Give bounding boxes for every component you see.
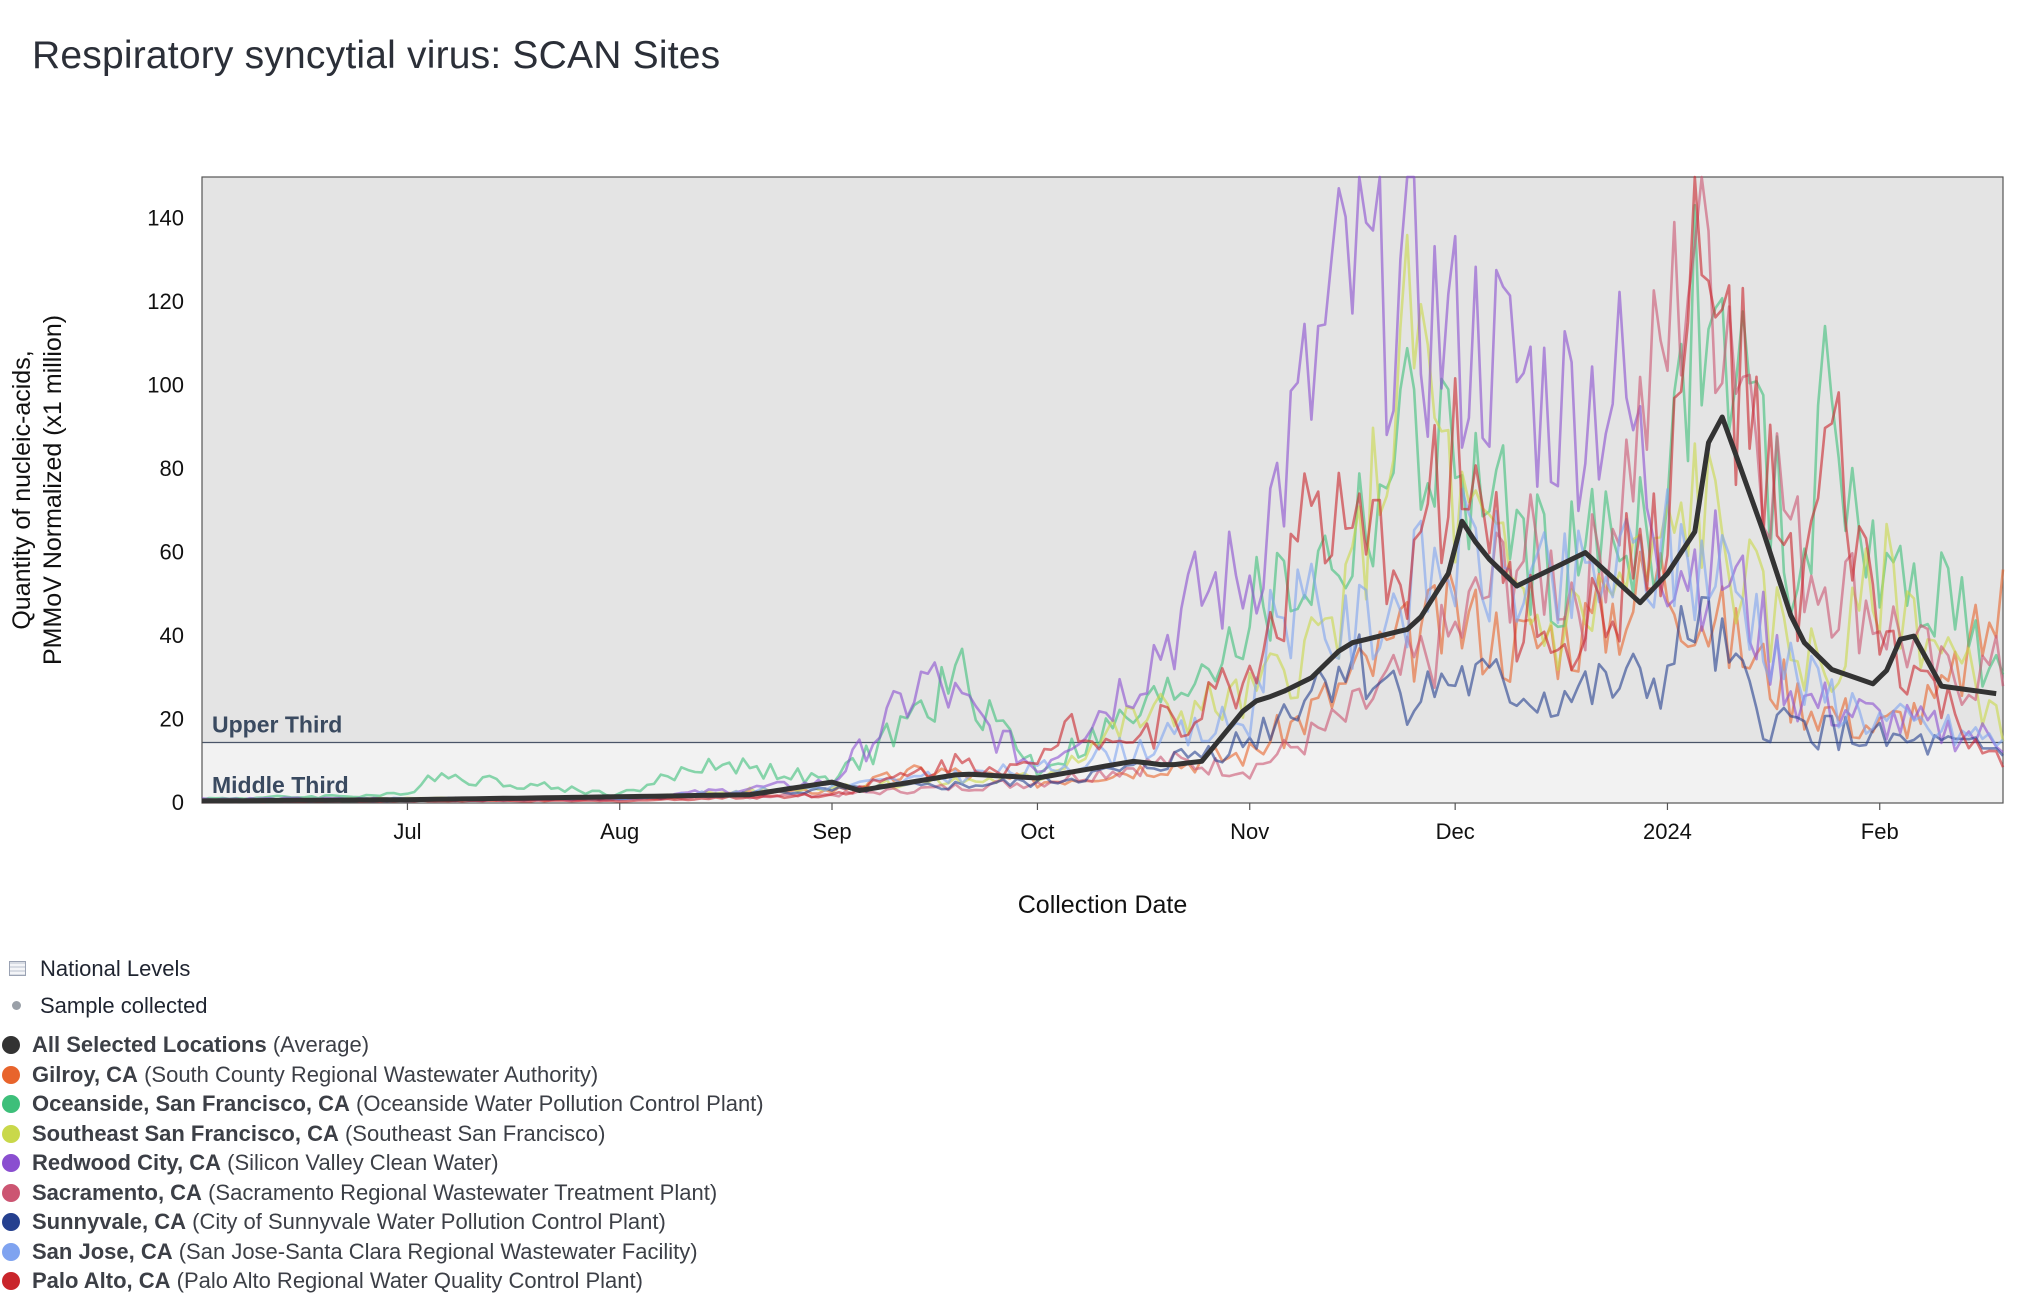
band-label-middle: Middle Third xyxy=(212,772,349,798)
y-tick-label: 0 xyxy=(172,790,184,815)
band-swatch-icon xyxy=(9,961,26,976)
legend-label: Sacramento, CA (Sacramento Regional Wast… xyxy=(32,1178,717,1208)
y-tick-label: 120 xyxy=(147,289,184,314)
legend-item-sample-collected[interactable]: Sample collected xyxy=(0,987,1100,1024)
x-axis-label: Collection Date xyxy=(1018,891,1188,919)
legend-label: Oceanside, San Francisco, CA (Oceanside … xyxy=(32,1089,764,1119)
band-label-upper: Upper Third xyxy=(212,711,342,737)
series-dot-icon xyxy=(2,1183,20,1202)
legend-series-desc: (Oceanside Water Pollution Control Plant… xyxy=(356,1091,764,1116)
legend-series-name: Palo Alto, CA xyxy=(32,1268,171,1293)
y-tick-label: 100 xyxy=(147,373,184,398)
legend-series-name: Sunnyvale, CA xyxy=(32,1209,187,1234)
legend-label: Sample collected xyxy=(40,993,208,1018)
x-tick-label: Nov xyxy=(1230,819,1269,844)
y-tick-label: 140 xyxy=(147,206,184,231)
dot-icon xyxy=(12,1001,21,1010)
legend-label: Southeast San Francisco, CA (Southeast S… xyxy=(32,1119,605,1149)
series-dot-icon xyxy=(2,1124,20,1143)
y-tick-label: 20 xyxy=(160,707,184,732)
legend-item-series[interactable]: Redwood City, CA (Silicon Valley Clean W… xyxy=(0,1148,1100,1178)
legend-label: San Jose, CA (San Jose-Santa Clara Regio… xyxy=(32,1237,698,1267)
x-tick-label: Sep xyxy=(812,819,851,844)
legend-series-desc: (Average) xyxy=(272,1032,370,1057)
y-tick-label: 80 xyxy=(160,456,184,481)
legend-series-desc: (Silicon Valley Clean Water) xyxy=(227,1150,499,1175)
legend-label: Redwood City, CA (Silicon Valley Clean W… xyxy=(32,1148,499,1178)
legend-label: National Levels xyxy=(40,956,191,981)
legend-series-desc: (South County Regional Wastewater Author… xyxy=(144,1061,599,1087)
legend-item-series[interactable]: Palo Alto, CA (Palo Alto Regional Water … xyxy=(0,1266,1100,1296)
legend: National Levels Sample collected All Sel… xyxy=(0,950,1100,1296)
x-tick-label: Dec xyxy=(1436,819,1475,844)
legend-item-series[interactable]: Sunnyvale, CA (City of Sunnyvale Water P… xyxy=(0,1207,1100,1237)
legend-series-name: Sacramento, CA xyxy=(32,1179,202,1205)
series-dot-icon xyxy=(2,1095,20,1113)
series-dot-icon xyxy=(2,1036,20,1054)
legend-series-desc: (Palo Alto Regional Water Quality Contro… xyxy=(176,1268,643,1293)
legend-label: All Selected Locations (Average) xyxy=(32,1030,369,1060)
series-dot-icon xyxy=(2,1213,20,1231)
legend-series-name: Southeast San Francisco, CA xyxy=(32,1120,339,1146)
x-tick-label: Oct xyxy=(1020,819,1054,844)
legend-series-desc: (City of Sunnyvale Water Pollution Contr… xyxy=(192,1209,666,1234)
legend-series-name: San Jose, CA xyxy=(32,1238,173,1264)
legend-series-desc: (Southeast San Francisco) xyxy=(344,1120,606,1146)
page-title: Respiratory syncytial virus: SCAN Sites xyxy=(32,34,721,77)
y-tick-label: 40 xyxy=(160,623,184,648)
legend-series-desc: (Sacramento Regional Wastewater Treatmen… xyxy=(208,1179,718,1205)
legend-item-series[interactable]: Gilroy, CA (South County Regional Wastew… xyxy=(0,1060,1100,1090)
plot-frame xyxy=(201,176,2004,804)
legend-series-name: Gilroy, CA xyxy=(32,1061,138,1087)
x-tick-label: Feb xyxy=(1861,819,1899,844)
series-line xyxy=(201,414,1997,804)
legend-item-series[interactable]: Oceanside, San Francisco, CA (Oceanside … xyxy=(0,1089,1100,1119)
legend-label: Palo Alto, CA (Palo Alto Regional Water … xyxy=(32,1266,643,1296)
series-dot-icon xyxy=(2,1065,20,1084)
legend-item-series[interactable]: Sacramento, CA (Sacramento Regional Wast… xyxy=(0,1178,1100,1208)
legend-series-name: Redwood City, CA xyxy=(32,1150,222,1175)
legend-item-series[interactable]: All Selected Locations (Average) xyxy=(0,1030,1100,1060)
series-dot-icon xyxy=(2,1242,20,1261)
legend-item-series[interactable]: San Jose, CA (San Jose-Santa Clara Regio… xyxy=(0,1237,1100,1267)
legend-label: Gilroy, CA (South County Regional Wastew… xyxy=(32,1060,598,1090)
band-0 xyxy=(202,177,2003,743)
series-legend: All Selected Locations (Average) Gilroy, … xyxy=(0,1030,1100,1296)
legend-item-national-levels[interactable]: National Levels xyxy=(0,950,1100,987)
x-tick-label: Jul xyxy=(393,819,421,844)
y-tick-label: 60 xyxy=(160,540,184,565)
legend-series-name: Oceanside, San Francisco, CA xyxy=(32,1091,350,1116)
legend-series-desc: (San Jose-Santa Clara Regional Wastewate… xyxy=(178,1238,698,1264)
legend-item-series[interactable]: Southeast San Francisco, CA (Southeast S… xyxy=(0,1119,1100,1149)
series-dot-icon xyxy=(2,1154,20,1172)
legend-series-name: All Selected Locations xyxy=(32,1032,267,1057)
series-line xyxy=(201,203,2005,802)
x-tick-label: Aug xyxy=(600,819,639,844)
legend-label: Sunnyvale, CA (City of Sunnyvale Water P… xyxy=(32,1207,666,1237)
series-dot-icon xyxy=(2,1272,20,1290)
y-axis-label-line2: PMMoV Normalized (x1 million) xyxy=(39,315,67,665)
y-axis-label-line1: Quantity of nucleic-acids, xyxy=(8,350,36,629)
x-tick-label: 2024 xyxy=(1643,819,1692,844)
line-chart: Upper Third Middle Third 0 20 40 60 80 100 120 14… xyxy=(8,175,2005,919)
